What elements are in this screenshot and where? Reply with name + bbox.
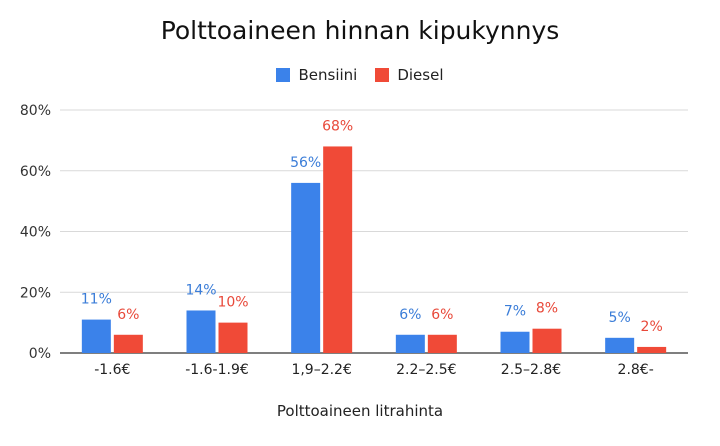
data-label-bensiini-3: 6% (399, 307, 421, 323)
x-tick-label-5: 2.8€- (618, 362, 654, 378)
bar-diesel-4 (532, 328, 562, 353)
bar-diesel-3 (427, 334, 457, 353)
bar-bensiini-5 (605, 337, 635, 353)
y-tick-label-80: 80% (20, 103, 51, 119)
data-label-bensiini-1: 14% (185, 282, 216, 298)
legend: Bensiini Diesel (0, 66, 720, 84)
bar-bensiini-2 (291, 182, 321, 353)
chart-title: Polttoaineen hinnan kipukynnys (160, 16, 560, 45)
x-tick-label-1: -1.6-1.9€ (185, 362, 249, 378)
legend-label-diesel: Diesel (397, 66, 444, 84)
data-label-bensiini-0: 11% (81, 292, 112, 308)
data-label-diesel-3: 6% (431, 307, 453, 323)
bar-bensiini-4 (500, 331, 530, 353)
y-tick-label-40: 40% (20, 225, 51, 241)
legend-item-diesel: Diesel (375, 66, 444, 84)
bar-bensiini-1 (186, 310, 216, 353)
data-label-diesel-2: 68% (322, 118, 353, 134)
data-label-diesel-4: 8% (536, 301, 558, 317)
bar-diesel-5 (637, 346, 667, 353)
y-tick-label-60: 60% (20, 164, 51, 180)
bar-bensiini-0 (81, 319, 111, 353)
x-axis-label: Polttoaineen litrahinta (276, 402, 444, 420)
bar-diesel-0 (113, 334, 143, 353)
data-label-bensiini-5: 5% (609, 310, 631, 326)
x-tick-label-2: 1,9–2.2€ (291, 362, 351, 378)
legend-label-bensiini: Bensiini (298, 66, 358, 84)
x-tick-label-0: -1.6€ (94, 362, 130, 378)
data-label-bensiini-4: 7% (504, 304, 526, 320)
x-tick-label-4: 2.5–2.8€ (501, 362, 561, 378)
bar-diesel-2 (323, 146, 353, 353)
legend-swatch-diesel (375, 68, 390, 82)
y-tick-label-0: 0% (29, 346, 51, 362)
data-label-diesel-0: 6% (117, 307, 139, 323)
bar-bensiini-3 (395, 334, 425, 353)
data-label-bensiini-2: 56% (290, 155, 321, 171)
y-tick-label-20: 20% (20, 285, 51, 301)
data-label-diesel-5: 2% (641, 319, 663, 335)
data-label-diesel-1: 10% (217, 295, 248, 311)
legend-swatch-bensiini (276, 68, 291, 82)
bar-diesel-1 (218, 322, 248, 353)
legend-item-bensiini: Bensiini (276, 66, 357, 84)
x-tick-label-3: 2.2–2.5€ (396, 362, 456, 378)
